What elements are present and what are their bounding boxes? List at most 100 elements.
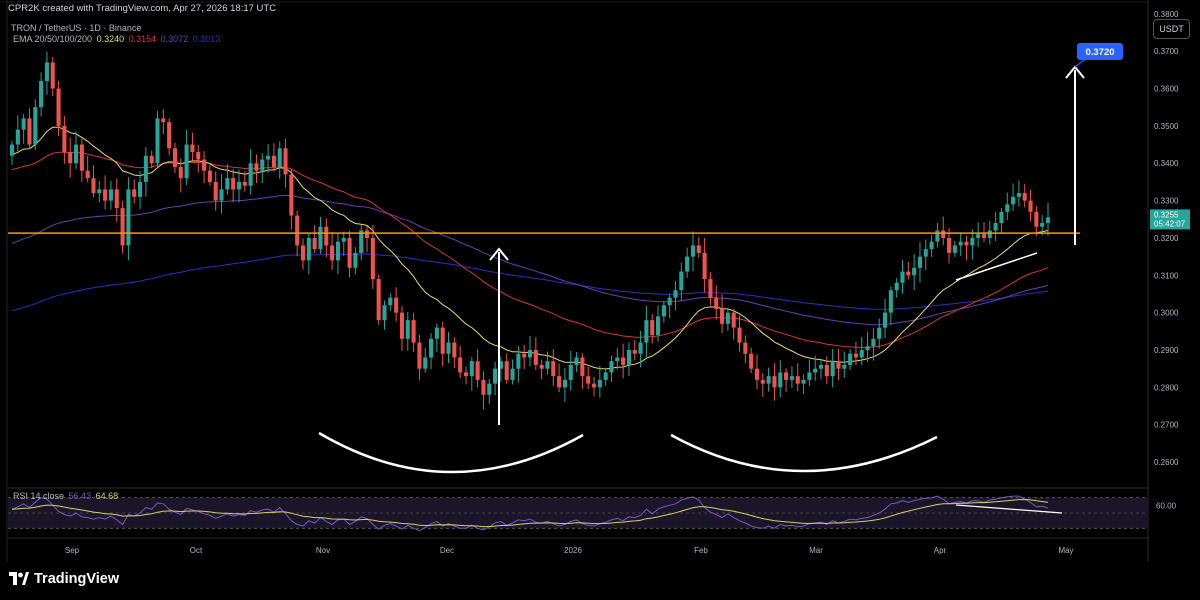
candle	[650, 314, 655, 344]
symbol-line[interactable]: TRON / TetherUS · 1D · Binance	[11, 23, 142, 33]
x-axis-tick: Oct	[190, 546, 203, 555]
candle	[917, 242, 922, 283]
candle-body	[266, 155, 271, 160]
candle-body	[731, 312, 736, 328]
candle-body	[1045, 217, 1051, 224]
candle	[958, 232, 963, 256]
candle-body	[376, 279, 381, 321]
candle	[417, 334, 422, 380]
candle-body	[429, 338, 434, 358]
candle	[236, 169, 242, 203]
candle	[574, 352, 579, 373]
candle	[405, 312, 410, 351]
candle	[266, 144, 271, 173]
candle-body	[359, 230, 364, 253]
candle-body	[609, 361, 614, 373]
candle	[1034, 206, 1039, 237]
candle	[1022, 183, 1027, 208]
candle	[929, 235, 934, 257]
candle	[103, 175, 108, 210]
candle-body	[952, 245, 957, 253]
candle	[15, 115, 20, 152]
candle	[330, 231, 335, 270]
candle	[434, 323, 439, 353]
candle	[626, 342, 631, 376]
candle-body	[789, 376, 794, 380]
candle-body	[33, 107, 38, 145]
candle-body	[743, 342, 748, 354]
y-axis-tick: 0.3200	[1154, 234, 1179, 243]
candle-body	[807, 372, 812, 380]
rsi-value2: 64.68	[95, 491, 119, 501]
candle	[271, 143, 276, 172]
candle	[370, 225, 375, 289]
candle	[50, 56, 55, 97]
candle	[33, 99, 38, 151]
candle	[481, 371, 486, 410]
candle-body	[818, 364, 824, 369]
last-price-box	[1150, 209, 1190, 230]
candle	[784, 368, 789, 392]
candle-body	[463, 372, 469, 377]
candle	[289, 169, 294, 230]
ema200-value: 0.3013	[192, 34, 221, 44]
candle	[568, 350, 573, 391]
candle	[120, 200, 125, 254]
candle	[440, 321, 445, 367]
candle	[690, 231, 696, 272]
candle	[1028, 189, 1033, 222]
candle-body	[62, 125, 67, 153]
candle	[44, 51, 49, 95]
candle	[219, 174, 224, 214]
candle-body	[190, 144, 195, 153]
candle-body	[324, 226, 329, 246]
candle-body	[277, 148, 282, 167]
candle-body	[21, 118, 26, 130]
ema20-value: 0.3240	[96, 34, 125, 44]
candle	[743, 335, 748, 364]
candle	[411, 312, 416, 352]
candle-body	[923, 249, 928, 257]
candle-body	[853, 353, 858, 358]
candle-body	[493, 368, 498, 384]
candle-body	[842, 364, 847, 369]
x-axis-tick: Feb	[694, 546, 708, 555]
candle-body	[202, 159, 207, 171]
candle-body	[580, 357, 585, 377]
candle	[906, 261, 911, 280]
x-axis-tick: Sep	[65, 546, 80, 555]
tradingview-logo[interactable]: TradingView	[9, 571, 119, 587]
candle	[522, 345, 527, 370]
candle-body	[772, 376, 777, 388]
rsi-line	[11, 495, 1049, 532]
candle-body	[289, 174, 294, 216]
candle-body	[504, 361, 509, 380]
y-axis-tick: 0.2700	[1154, 421, 1179, 430]
candle-body	[388, 297, 393, 306]
candle-body	[638, 342, 643, 354]
candle-body	[300, 245, 306, 261]
candle-body	[399, 312, 404, 339]
candle	[813, 355, 818, 381]
candle-body	[68, 152, 73, 164]
candle	[638, 330, 643, 368]
price-chart[interactable]: 0.3800 0.3700 0.3600 0.3500 0.3400 0.3300 0.32…	[0, 0, 1200, 562]
ema-legend[interactable]: EMA 20/50/100/200 0.3240 0.3154 0.3072 0…	[11, 34, 220, 44]
candle	[801, 374, 806, 395]
candle	[789, 366, 794, 389]
currency-button[interactable]: USDT	[1153, 19, 1190, 39]
candle	[818, 359, 824, 380]
candle	[591, 376, 597, 397]
candle	[1040, 214, 1045, 236]
candle	[446, 332, 451, 364]
candle-body	[1016, 193, 1021, 197]
candle	[27, 108, 32, 150]
candle-body	[27, 118, 32, 145]
candle	[766, 367, 771, 392]
candle	[586, 366, 591, 390]
candle-body	[632, 350, 637, 354]
candle	[21, 114, 26, 144]
rsi-legend[interactable]: RSI 14 close 56.43 64.68	[11, 491, 118, 501]
candle-body	[714, 297, 719, 309]
right-base-arc	[670, 433, 938, 473]
